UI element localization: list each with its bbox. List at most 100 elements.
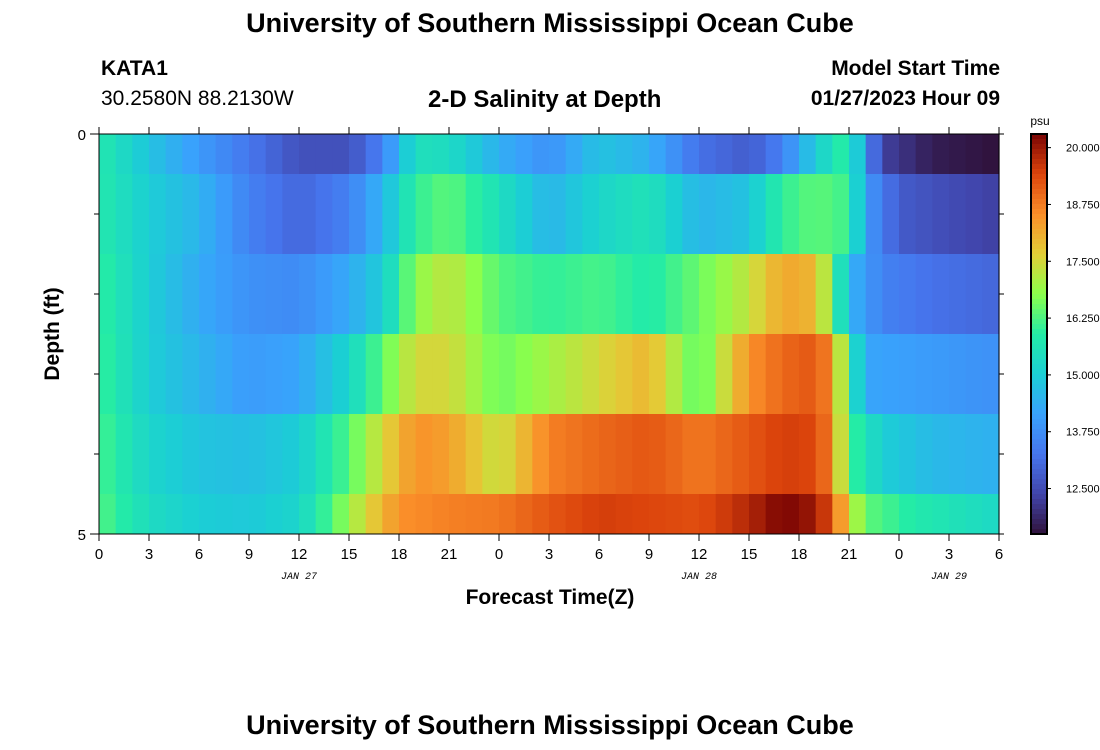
heatmap-cell [282, 254, 300, 334]
heatmap-cell [365, 334, 383, 414]
heatmap-cell [632, 174, 650, 254]
colorbar-tick-label: 13.750 [1066, 427, 1100, 439]
heatmap-cell [549, 134, 567, 174]
heatmap-cell [399, 494, 417, 534]
heatmap-cell [632, 334, 650, 414]
colorbar-segment [1031, 134, 1047, 140]
heatmap-cell [715, 334, 733, 414]
colorbar-segment [1031, 324, 1047, 330]
heatmap-cell [632, 134, 650, 174]
heatmap-cell [365, 254, 383, 334]
colorbar-segment [1031, 444, 1047, 450]
heatmap-cell [349, 414, 367, 494]
heatmap-cell [482, 174, 500, 254]
heatmap-cell [249, 254, 267, 334]
colorbar-segment [1031, 144, 1047, 150]
heatmap-cell [899, 134, 917, 174]
colorbar-segment [1031, 389, 1047, 395]
heatmap-cell [915, 134, 933, 174]
heatmap-cell [699, 334, 717, 414]
heatmap-cell [849, 174, 867, 254]
heatmap-cell [832, 334, 850, 414]
heatmap-cell [599, 334, 617, 414]
heatmap-cell [315, 254, 333, 334]
heatmap-cell [549, 174, 567, 254]
heatmap-cell [399, 414, 417, 494]
heatmap-cell [599, 134, 617, 174]
heatmap-cell [799, 494, 817, 534]
heatmap-cell [849, 134, 867, 174]
heatmap-cell [665, 414, 683, 494]
colorbar-segment [1031, 239, 1047, 245]
heatmap-cell [782, 174, 800, 254]
heatmap-cell [99, 494, 117, 534]
heatmap-cell [882, 254, 900, 334]
colorbar-segment [1031, 159, 1047, 165]
heatmap-cell [949, 174, 967, 254]
heatmap-cell [299, 174, 317, 254]
heatmap-cell [832, 494, 850, 534]
heatmap-cell [749, 254, 767, 334]
heatmap-cell [965, 134, 983, 174]
heatmap-cell [165, 254, 183, 334]
heatmap-cell [149, 134, 167, 174]
heatmap-cell [115, 334, 133, 414]
heatmap-cell [465, 174, 483, 254]
heatmap-cell [915, 254, 933, 334]
heatmap-cell [815, 174, 833, 254]
colorbar-segment [1031, 484, 1047, 490]
colorbar-segment [1031, 419, 1047, 425]
heatmap-cell [932, 334, 950, 414]
heatmap-cell [265, 334, 283, 414]
heatmap-cell [449, 334, 467, 414]
heatmap-cell [882, 174, 900, 254]
heatmap-cell [749, 334, 767, 414]
heatmap-cell [715, 174, 733, 254]
colorbar-segment [1031, 374, 1047, 380]
heatmap-cell [115, 494, 133, 534]
heatmap-cell [265, 134, 283, 174]
heatmap-cell [182, 134, 200, 174]
heatmap-cell [915, 174, 933, 254]
heatmap-cell [765, 334, 783, 414]
heatmap-cell [932, 134, 950, 174]
heatmap-cell [965, 494, 983, 534]
heatmap-cell [965, 174, 983, 254]
heatmap-cell [265, 414, 283, 494]
heatmap-cell [465, 254, 483, 334]
heatmap-cell [482, 334, 500, 414]
x-tick-label: 12 [691, 546, 708, 563]
heatmap-cell [599, 254, 617, 334]
colorbar-segment [1031, 354, 1047, 360]
heatmap-cell [199, 414, 217, 494]
heatmap-cell [865, 334, 883, 414]
heatmap-cell [99, 174, 117, 254]
heatmap-cell [815, 334, 833, 414]
heatmap-cell [799, 134, 817, 174]
heatmap-cell [432, 334, 450, 414]
colorbar-segment [1031, 529, 1047, 535]
heatmap-cell [799, 334, 817, 414]
x-tick-label: 21 [841, 546, 858, 563]
heatmap-cell [882, 414, 900, 494]
heatmap-cell [465, 494, 483, 534]
heatmap-cell [799, 414, 817, 494]
heatmap-cell [765, 254, 783, 334]
heatmap-cell [315, 134, 333, 174]
heatmap-cell [415, 134, 433, 174]
heatmap-cell [632, 494, 650, 534]
heatmap-cell [315, 494, 333, 534]
heatmap-cell [199, 334, 217, 414]
heatmap-cell [282, 494, 300, 534]
colorbar-segment [1031, 384, 1047, 390]
heatmap-cell [599, 494, 617, 534]
heatmap-cell [832, 134, 850, 174]
heatmap-cell [899, 414, 917, 494]
heatmap-cell [215, 414, 233, 494]
heatmap-cell [749, 174, 767, 254]
heatmap-cell [882, 494, 900, 534]
heatmap-cell [399, 174, 417, 254]
colorbar-segment [1031, 164, 1047, 170]
heatmap-cell [232, 414, 250, 494]
